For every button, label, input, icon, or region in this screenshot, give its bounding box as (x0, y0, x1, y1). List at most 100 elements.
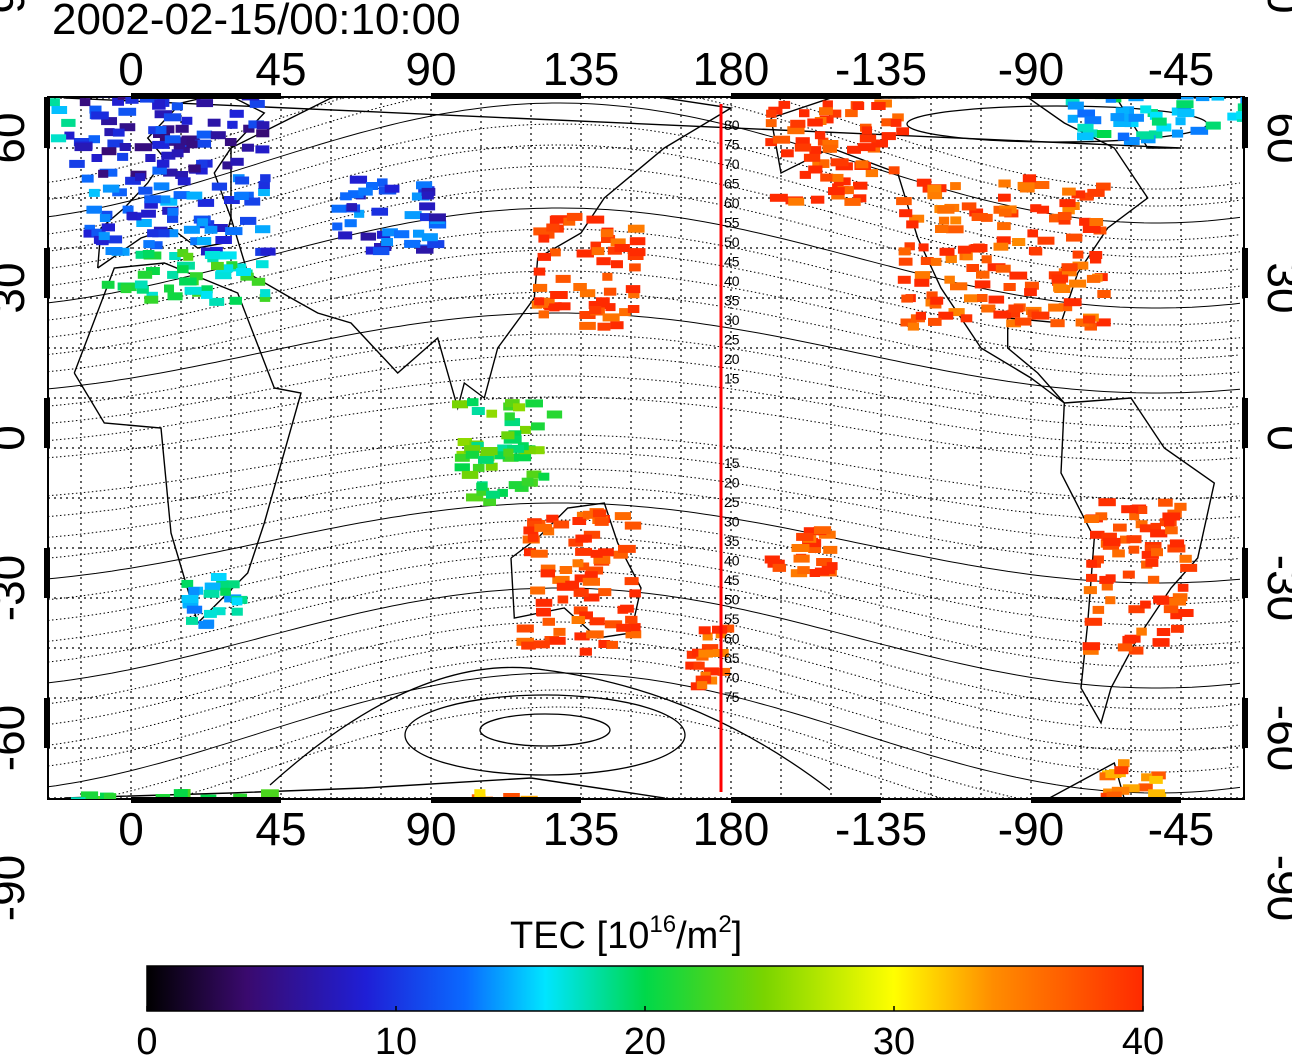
mlat-label: 20 (724, 351, 740, 367)
frame-tick-bars (44, 93, 1248, 803)
tec-cell (358, 187, 373, 196)
tec-cell (625, 615, 638, 624)
tec-cell (1205, 121, 1221, 130)
tec-cell (586, 215, 605, 224)
tec-cell (236, 268, 251, 276)
tec-cell (1084, 70, 1099, 78)
tec-cell (148, 126, 161, 135)
tec-cell (394, 230, 410, 239)
tec-cell (629, 589, 641, 598)
tec-cell (1053, 283, 1067, 292)
right-latitude-ticks: 90 60 30 0 -30 -60 -90 (1258, 0, 1292, 921)
tec-cell (98, 97, 111, 98)
tec-cell (803, 527, 818, 536)
tec-cell (1117, 132, 1130, 141)
tec-cell (155, 808, 167, 816)
tec-cell (1090, 255, 1102, 264)
tec-cell (1036, 205, 1050, 214)
tec-cell (861, 126, 873, 135)
tec-cell (829, 109, 842, 118)
tec-cell (413, 229, 425, 238)
tec-cell (1079, 217, 1091, 226)
tec-cell (524, 548, 537, 557)
tec-cell (995, 264, 1011, 273)
tec-cell (230, 813, 246, 821)
tec-cell (1172, 593, 1188, 602)
tec-cell (795, 137, 810, 146)
tec-cell (703, 667, 719, 676)
tec-cell (234, 803, 251, 811)
tec-cell (222, 161, 233, 170)
tec-cell (628, 290, 640, 299)
tec-cell (118, 107, 137, 116)
tec-cell (888, 166, 900, 175)
tec-cell (1148, 789, 1165, 798)
tec-cell (579, 611, 593, 620)
tec-cell (469, 817, 483, 825)
tec-cell (693, 661, 705, 670)
tec-cell (219, 808, 231, 816)
tec-cell (1165, 526, 1178, 535)
magnetic-latitude-labels: 80 75 70 65 60 55 50 45 40 35 30 25 20 15 15 20 25 30 35 40… (724, 117, 740, 705)
tec-cell (937, 205, 955, 214)
tec-cell (769, 193, 788, 202)
tec-cell (542, 297, 555, 306)
tec-cell (190, 272, 203, 281)
tec-cell (1084, 617, 1103, 626)
tec-cell (1171, 624, 1184, 633)
tec-cell (1086, 559, 1097, 568)
tec-cell (1077, 109, 1096, 118)
tec-cell (1169, 539, 1185, 548)
tec-cell (101, 117, 118, 126)
tec-cell (99, 168, 118, 177)
tec-cell (574, 632, 590, 641)
tec-cell (144, 195, 161, 204)
tec-cell (1027, 229, 1039, 238)
tec-cell (210, 131, 226, 140)
tec-cell (416, 181, 433, 190)
tec-cell (167, 292, 183, 301)
tec-cell (939, 247, 955, 256)
tec-cell (134, 280, 148, 289)
colorbar-title: TEC [1016/m2] (510, 911, 742, 957)
tec-cell (546, 223, 560, 232)
tec-cell (416, 245, 434, 254)
tec-cell (112, 97, 124, 106)
tec-cell (514, 453, 532, 462)
tec-cell (1135, 506, 1148, 514)
tec-cell (421, 191, 434, 200)
tec-cell (1177, 609, 1194, 617)
tec-cell (1065, 59, 1083, 67)
tec-cell (1077, 123, 1094, 132)
tec-cell (1171, 129, 1184, 138)
tec-cell (80, 791, 99, 799)
tec-cell (122, 205, 134, 214)
tec-cell (535, 598, 553, 607)
tec-cell (181, 595, 199, 603)
tec-cell (1095, 512, 1108, 521)
lon-tick-label: 90 (405, 803, 456, 855)
tec-cell (467, 398, 479, 407)
tec-cell (1099, 575, 1114, 584)
tec-cell (64, 131, 75, 140)
tec-cell (998, 193, 1011, 202)
tec-cell (203, 816, 216, 824)
tec-cell (1083, 315, 1096, 324)
colorbar-tick-label: 30 (873, 1021, 915, 1057)
tec-cell (470, 858, 482, 866)
tec-cell (171, 149, 184, 158)
tec-cell (1089, 251, 1103, 259)
tec-cell (927, 184, 942, 193)
tec-cell (161, 151, 176, 160)
tec-cell (1151, 117, 1167, 126)
tec-cell (497, 444, 513, 453)
tec-cell (598, 548, 614, 557)
tec-cell (155, 794, 171, 799)
tec-cell (494, 847, 510, 855)
tec-cell (1179, 554, 1192, 563)
tec-cell (1163, 605, 1179, 614)
tec-cell (717, 667, 731, 676)
tec-cell (217, 820, 230, 828)
tec-cell (204, 251, 220, 259)
tec-cell (629, 263, 641, 272)
